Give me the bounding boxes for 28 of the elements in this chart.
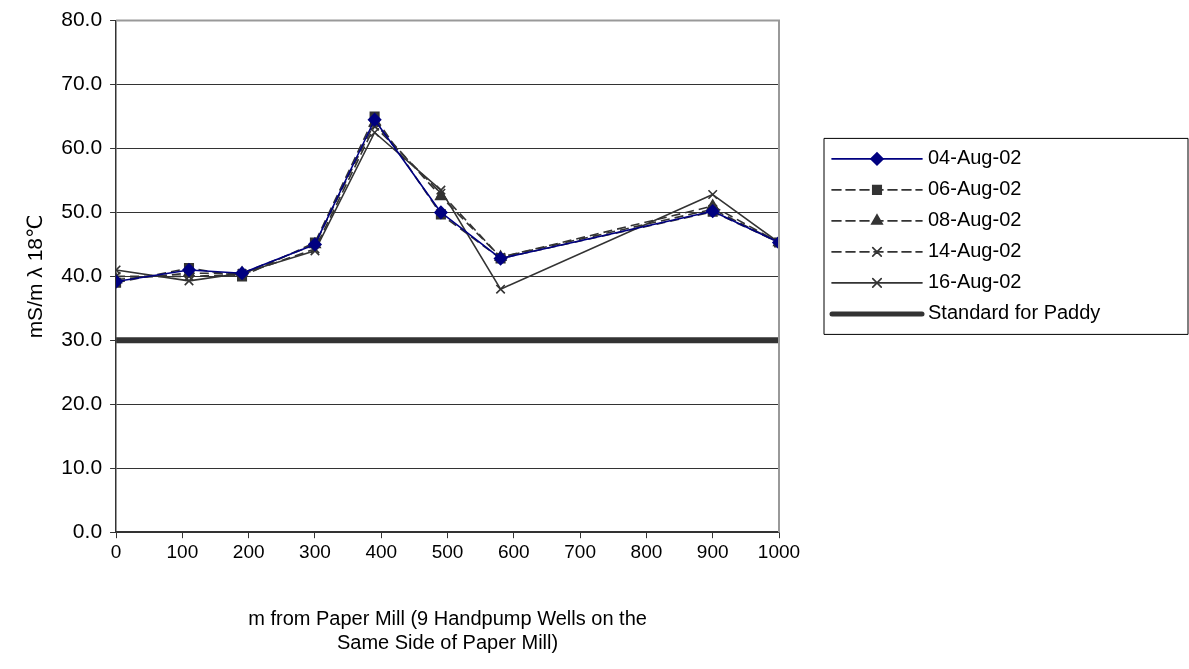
x-tick-label: 800 bbox=[630, 540, 663, 562]
y-tick-label: 40.0 bbox=[61, 263, 103, 287]
x-tick-label: 100 bbox=[166, 540, 199, 562]
y-tick-label: 80.0 bbox=[61, 7, 103, 31]
x-tick-label: 600 bbox=[497, 540, 530, 562]
x-tick-label: 300 bbox=[299, 540, 331, 562]
y-axis-title: mS/m λ 18℃ bbox=[23, 214, 47, 339]
y-tick-label: 20.0 bbox=[61, 391, 103, 415]
y-tick-label: 50.0 bbox=[61, 199, 103, 223]
x-tick-label: 900 bbox=[696, 540, 729, 562]
legend-label: 08-Aug-02 bbox=[928, 208, 1022, 231]
x-tick-label: 0 bbox=[110, 540, 122, 562]
y-tick-label: 0.0 bbox=[72, 519, 103, 542]
legend-label: 04-Aug-02 bbox=[928, 146, 1022, 169]
legend-label: 06-Aug-02 bbox=[928, 177, 1022, 200]
x-tick-label: 700 bbox=[564, 540, 596, 562]
x-tick-label: 400 bbox=[365, 540, 398, 562]
legend-label: 14-Aug-02 bbox=[928, 239, 1022, 262]
legend-label: Standard for Paddy bbox=[928, 301, 1101, 324]
y-tick-label: 30.0 bbox=[61, 327, 103, 351]
legend-label: 16-Aug-02 bbox=[928, 270, 1022, 293]
y-tick-label: 60.0 bbox=[61, 135, 103, 159]
y-tick-label: 70.0 bbox=[61, 71, 103, 95]
x-tick-label: 1000 bbox=[757, 540, 801, 562]
x-tick-label: 200 bbox=[232, 540, 265, 562]
x-axis-title: m from Paper Mill (9 Handpump Wells on the Same Side of Paper Mill) bbox=[248, 606, 647, 653]
x-tick-label: 500 bbox=[431, 540, 464, 562]
y-tick-label: 10.0 bbox=[61, 455, 103, 479]
